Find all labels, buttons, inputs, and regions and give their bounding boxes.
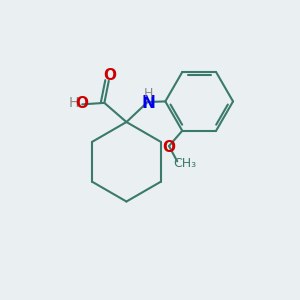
Text: H: H	[143, 87, 153, 100]
Text: O: O	[75, 96, 88, 111]
Text: H: H	[69, 96, 79, 110]
Text: O: O	[103, 68, 116, 83]
Text: CH₃: CH₃	[173, 157, 196, 170]
Text: N: N	[141, 94, 155, 112]
Text: O: O	[162, 140, 175, 155]
